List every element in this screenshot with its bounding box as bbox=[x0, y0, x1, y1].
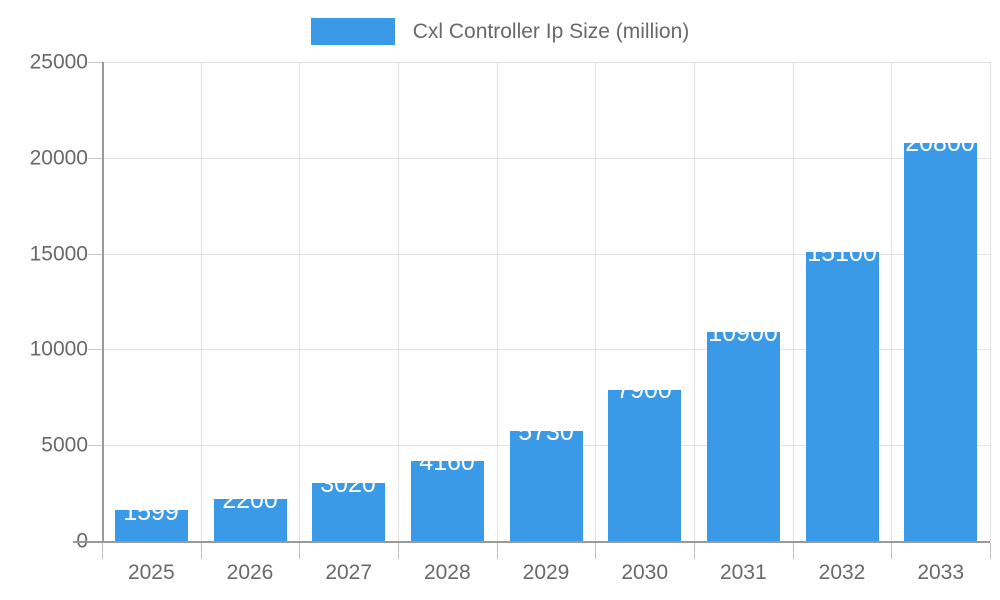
legend-item-label: Cxl Controller Ip Size (million) bbox=[412, 19, 690, 43]
legend-item-cxl-controller-ip-size[interactable]: Cxl Controller Ip Size (million) bbox=[310, 17, 690, 45]
gridline-horizontal bbox=[102, 62, 990, 63]
x-axis-tick-mark bbox=[891, 543, 893, 559]
bar-value-label-2026: 2200 bbox=[222, 486, 278, 514]
x-axis-tick-mark bbox=[792, 543, 794, 559]
bar-2028[interactable] bbox=[410, 461, 484, 541]
gridline-vertical bbox=[398, 62, 399, 541]
chart-legend: Cxl Controller Ip Size (million) bbox=[0, 12, 1000, 50]
bar-value-label-2029: 5730 bbox=[518, 418, 574, 446]
bar-2032[interactable] bbox=[805, 251, 879, 541]
x-axis-tick-label-2030: 2030 bbox=[621, 561, 669, 584]
gridline-vertical bbox=[200, 62, 202, 541]
gridline-vertical bbox=[792, 62, 794, 541]
bar-2030[interactable] bbox=[608, 389, 682, 541]
y-axis-tick-label: 10000 bbox=[29, 337, 88, 361]
bar-2029[interactable] bbox=[509, 431, 583, 541]
gridline-horizontal bbox=[102, 253, 990, 255]
x-axis-line bbox=[73, 541, 990, 543]
y-axis-tick-mark bbox=[88, 253, 102, 255]
y-axis-tick-label: 15000 bbox=[29, 242, 88, 266]
y-axis-tick-mark bbox=[88, 445, 102, 447]
y-axis-tick-mark bbox=[88, 62, 102, 63]
gridline-vertical bbox=[496, 62, 498, 541]
y-axis-tick-label: 20000 bbox=[29, 146, 88, 170]
x-axis-tick-mark bbox=[200, 543, 202, 559]
x-axis-tick-mark bbox=[595, 543, 597, 559]
bar-value-label-2030: 7900 bbox=[616, 376, 672, 404]
bar-value-label-2027: 3020 bbox=[320, 470, 376, 498]
plot-area bbox=[102, 62, 991, 541]
bar-value-label-2032: 15100 bbox=[807, 239, 877, 267]
y-axis-tick-mark bbox=[88, 349, 102, 351]
bar-2031[interactable] bbox=[706, 332, 780, 541]
gridline-vertical bbox=[990, 62, 991, 541]
y-axis-line bbox=[102, 62, 104, 541]
x-axis-tick-mark bbox=[496, 543, 498, 559]
y-axis-tick-label: 5000 bbox=[41, 433, 88, 457]
x-axis-tick-mark bbox=[694, 543, 695, 559]
gridline-horizontal bbox=[102, 157, 990, 159]
y-axis-tick-label: 25000 bbox=[29, 50, 88, 74]
y-axis: 25000 20000 15000 10000 5000 0 bbox=[0, 0, 102, 600]
bar-value-label-2033: 20800 bbox=[905, 129, 975, 157]
gridline-vertical bbox=[595, 62, 597, 541]
bar-2033[interactable] bbox=[904, 142, 978, 541]
bar-value-label-2028: 4160 bbox=[419, 448, 475, 476]
bar-2027[interactable] bbox=[312, 483, 386, 541]
gridline-vertical bbox=[891, 62, 893, 541]
x-axis-tick-mark bbox=[299, 543, 301, 559]
x-axis-tick-mark bbox=[102, 543, 103, 559]
x-axis-tick-label-2032: 2032 bbox=[818, 561, 866, 584]
x-axis-tick-label-2025: 2025 bbox=[127, 561, 175, 584]
x-axis-tick-mark bbox=[990, 543, 991, 559]
bar-value-label-2025: 1599 bbox=[123, 498, 179, 526]
legend-color-swatch-icon bbox=[310, 17, 395, 45]
gridline-vertical bbox=[694, 62, 695, 541]
y-axis-tick-mark bbox=[88, 157, 102, 159]
x-axis-tick-label-2033: 2033 bbox=[917, 561, 965, 584]
bar-value-label-2031: 10900 bbox=[708, 319, 778, 347]
gridline-horizontal bbox=[102, 349, 990, 351]
x-axis-tick-label-2026: 2026 bbox=[226, 561, 274, 584]
x-axis-tick-label-2027: 2027 bbox=[325, 561, 373, 584]
x-axis-tick-label-2028: 2028 bbox=[423, 561, 471, 584]
bar-2025[interactable] bbox=[114, 510, 188, 541]
gridline-vertical bbox=[299, 62, 301, 541]
x-axis-tick-mark bbox=[398, 543, 399, 559]
bar-2026[interactable] bbox=[213, 498, 287, 541]
x-axis-tick-label-2029: 2029 bbox=[522, 561, 570, 584]
x-axis-tick-label-2031: 2031 bbox=[719, 561, 767, 584]
